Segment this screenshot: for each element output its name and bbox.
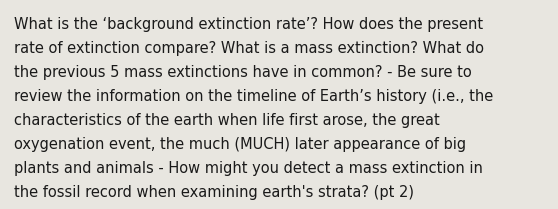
Text: plants and animals - How might you detect a mass extinction in: plants and animals - How might you detec… — [14, 161, 483, 176]
Text: characteristics of the earth when life first arose, the great: characteristics of the earth when life f… — [14, 113, 440, 128]
Text: the previous 5 mass extinctions have in common? - Be sure to: the previous 5 mass extinctions have in … — [14, 65, 472, 80]
Text: the fossil record when examining earth's strata? (pt 2): the fossil record when examining earth's… — [14, 185, 414, 200]
Text: rate of extinction compare? What is a mass extinction? What do: rate of extinction compare? What is a ma… — [14, 41, 484, 56]
Text: What is the ‘background extinction rate’? How does the present: What is the ‘background extinction rate’… — [14, 17, 483, 32]
Text: review the information on the timeline of Earth’s history (i.e., the: review the information on the timeline o… — [14, 89, 493, 104]
Text: oxygenation event, the much (MUCH) later appearance of big: oxygenation event, the much (MUCH) later… — [14, 137, 466, 152]
